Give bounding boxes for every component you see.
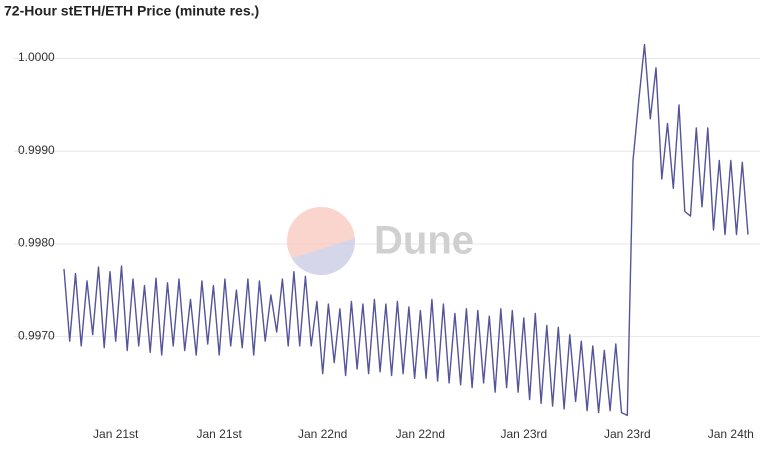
x-tick-label: Jan 23rd (500, 427, 547, 441)
x-tick-label: Jan 22nd (396, 427, 445, 441)
watermark-logo (287, 207, 355, 275)
y-tick-label: 1.0000 (18, 50, 55, 64)
x-tick-label: Jan 22nd (298, 427, 347, 441)
watermark-text: Dune (374, 219, 474, 263)
x-tick-label: Jan 21st (197, 427, 243, 441)
x-tick-label: Jan 21st (93, 427, 139, 441)
x-tick-label: Jan 23rd (604, 427, 651, 441)
chart-title: 72-Hour stETH/ETH Price (minute res.) (4, 3, 259, 19)
grid (14, 58, 760, 338)
price-line (63, 43, 749, 417)
x-tick-label: Jan 24th (708, 427, 754, 441)
logo-bottom (287, 235, 355, 275)
y-tick-label: 0.9970 (18, 328, 55, 342)
y-tick-label: 0.9990 (18, 143, 55, 157)
y-tick-label: 0.9980 (18, 236, 55, 250)
